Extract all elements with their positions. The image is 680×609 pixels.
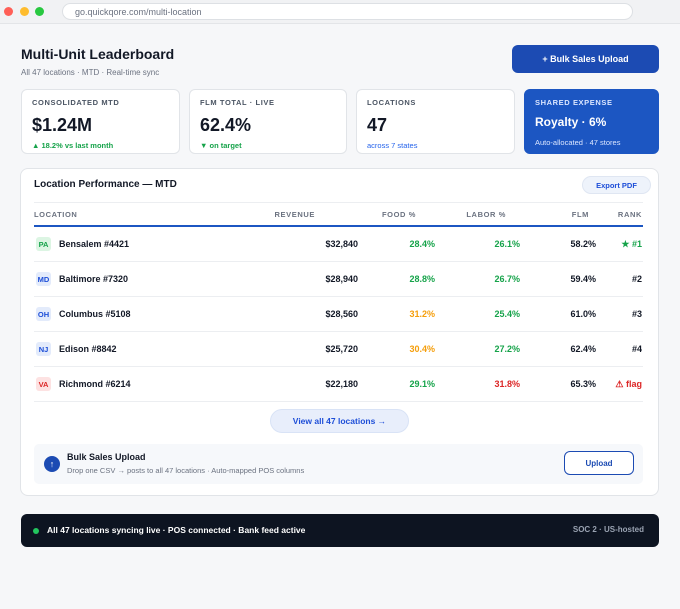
rank-badge: ★ #1 [621, 239, 642, 249]
rank-badge: #4 [631, 344, 642, 354]
kpi-label: SHARED EXPENSE [535, 98, 613, 107]
kpi-value: Royalty · 6% [535, 115, 607, 129]
location-name: Baltimore #7320 [59, 274, 129, 284]
upload-icon: ↑ [44, 456, 60, 472]
flm-percent: 65.3% [570, 379, 596, 389]
kpi-value: $1.24M [32, 115, 93, 135]
panel-title: Location Performance — MTD [34, 179, 177, 190]
column-header-food[interactable]: FOOD % [381, 210, 416, 219]
column-header-revenue[interactable]: REVENUE [274, 210, 315, 219]
labor-percent: 25.4% [494, 309, 520, 319]
revenue-value: $28,940 [325, 274, 358, 284]
location-name: Bensalem #4421 [59, 239, 130, 249]
kpi-value: 47 [367, 115, 388, 135]
upload-subtitle: Drop one CSV → posts to all 47 locations… [67, 466, 305, 475]
bulk-upload-dropzone[interactable]: ↑ Bulk Sales Upload Drop one CSV → posts… [34, 444, 643, 484]
kpi-value: 62.4% [200, 115, 252, 135]
food-percent: 29.1% [409, 379, 435, 389]
location-name: Edison #8842 [59, 344, 117, 354]
column-header-rank[interactable]: RANK [617, 210, 642, 219]
labor-percent: 27.2% [494, 344, 520, 354]
food-percent: 30.4% [409, 344, 435, 354]
upload-title: Bulk Sales Upload [67, 452, 146, 462]
kpi-card-consolidated: CONSOLIDATED MTD $1.24M ▲ 18.2% vs last … [21, 89, 180, 154]
bulk-sales-upload-button[interactable]: + Bulk Sales Upload [512, 45, 659, 73]
kpi-card-shared-expense[interactable]: SHARED EXPENSE Royalty · 6% Auto-allocat… [524, 89, 659, 154]
column-header-location[interactable]: LOCATION [34, 210, 78, 219]
flm-percent: 62.4% [570, 344, 596, 354]
labor-percent: 26.7% [494, 274, 520, 284]
flm-percent: 59.4% [570, 274, 596, 284]
sync-status-bar: All 47 locations syncing live · POS conn… [21, 514, 659, 547]
state-badge: NJ [36, 342, 51, 356]
kpi-label: LOCATIONS [367, 98, 417, 107]
sync-status-text: All 47 locations syncing live · POS conn… [47, 525, 306, 535]
table-row[interactable]: MD Baltimore #7320 $28,940 28.8% 26.7% 5… [34, 262, 643, 297]
location-name: Columbus #5108 [59, 309, 131, 319]
address-bar[interactable]: go.quickqore.com/multi-location [62, 3, 633, 20]
rank-flag: ⚠ flag [615, 379, 642, 389]
revenue-value: $32,840 [325, 239, 358, 249]
table-row[interactable]: NJ Edison #8842 $25,720 30.4% 27.2% 62.4… [34, 332, 643, 367]
food-percent: 31.2% [409, 309, 435, 319]
column-header-flm[interactable]: FLM [571, 210, 589, 219]
minimize-window-icon[interactable] [20, 7, 29, 16]
labor-percent: 31.8% [494, 379, 520, 389]
location-performance-panel: Location Performance — MTD Export PDF LO… [20, 168, 659, 496]
kpi-card-locations: LOCATIONS 47 across 7 states [356, 89, 515, 154]
state-badge: VA [36, 377, 51, 391]
browser-chrome: go.quickqore.com/multi-location [0, 0, 680, 24]
labor-percent: 26.1% [494, 239, 520, 249]
table-row[interactable]: VA Richmond #6214 $22,180 29.1% 31.8% 65… [34, 367, 643, 402]
revenue-value: $28,560 [325, 309, 358, 319]
flm-percent: 61.0% [570, 309, 596, 319]
kpi-label: FLM TOTAL · LIVE [200, 98, 275, 107]
revenue-value: $25,720 [325, 344, 358, 354]
table-row[interactable]: OH Columbus #5108 $28,560 31.2% 25.4% 61… [34, 297, 643, 332]
revenue-value: $22,180 [325, 379, 358, 389]
food-percent: 28.8% [409, 274, 435, 284]
upload-button[interactable]: Upload [564, 451, 634, 475]
close-window-icon[interactable] [4, 7, 13, 16]
table-row[interactable]: PA Bensalem #4421 $32,840 28.4% 26.1% 58… [34, 227, 643, 262]
export-pdf-button[interactable]: Export PDF [582, 176, 651, 194]
kpi-note: Auto-allocated · 47 stores [535, 138, 621, 147]
kpi-trend: ▼ on target [200, 141, 242, 150]
state-badge: OH [36, 307, 51, 321]
page-title: Multi-Unit Leaderboard [21, 46, 175, 62]
kpi-card-flm: FLM TOTAL · LIVE 62.4% ▼ on target [189, 89, 347, 154]
food-percent: 28.4% [409, 239, 435, 249]
kpi-note: across 7 states [367, 141, 418, 150]
view-all-locations-button[interactable]: View all 47 locations → [270, 409, 409, 433]
page-subtitle: All 47 locations · MTD · Real-time sync [21, 68, 160, 77]
state-badge: MD [36, 272, 51, 286]
rank-badge: #3 [631, 309, 642, 319]
state-badge: PA [36, 237, 51, 251]
maximize-window-icon[interactable] [35, 7, 44, 16]
flm-percent: 58.2% [570, 239, 596, 249]
divider [34, 202, 643, 203]
rank-badge: #2 [631, 274, 642, 284]
compliance-label: SOC 2 · US-hosted [572, 525, 644, 534]
kpi-label: CONSOLIDATED MTD [32, 98, 120, 107]
location-name: Richmond #6214 [59, 379, 131, 389]
kpi-trend: ▲ 18.2% vs last month [32, 141, 114, 150]
header-underline [34, 225, 643, 227]
live-status-dot [33, 528, 39, 534]
column-header-labor[interactable]: LABOR % [466, 210, 506, 219]
